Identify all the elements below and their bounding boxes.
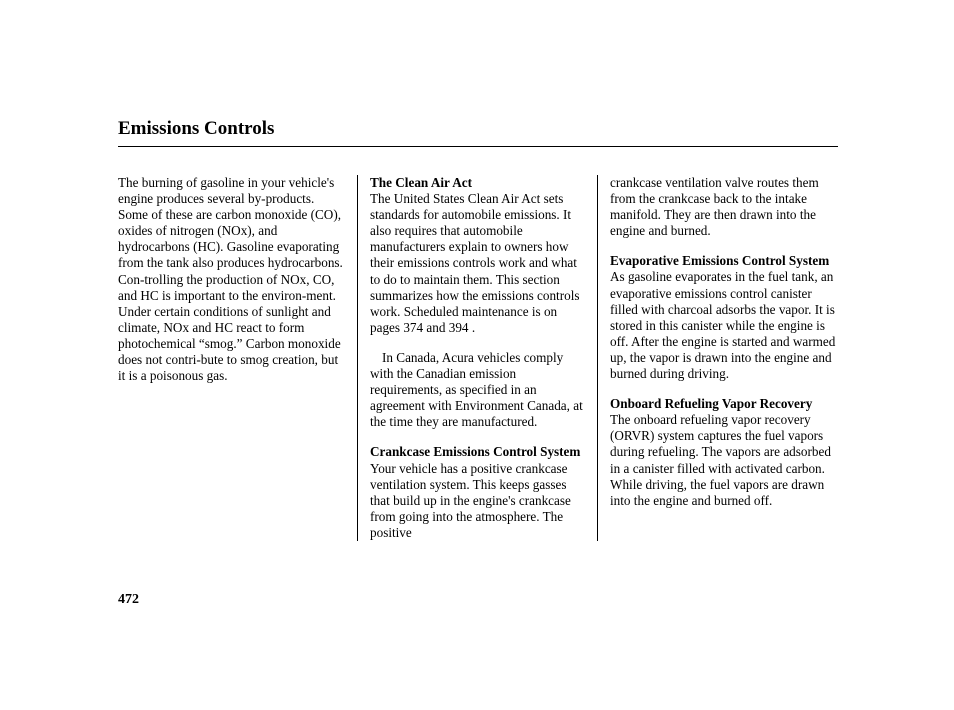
clean-air-body: The United States Clean Air Act sets sta… (370, 191, 580, 335)
clean-air-heading: The Clean Air Act (370, 175, 472, 190)
crankcase-body: Your vehicle has a positive crankcase ve… (370, 461, 571, 540)
evaporative-section: Evaporative Emissions Control System As … (610, 253, 838, 382)
evaporative-heading: Evaporative Emissions Control System (610, 253, 829, 268)
evaporative-body: As gasoline evaporates in the fuel tank,… (610, 269, 835, 381)
column-1: The burning of gasoline in your vehicle'… (118, 175, 358, 541)
page-number: 472 (118, 592, 139, 608)
page-content: Emissions Controls The burning of gasoli… (118, 118, 838, 541)
orvr-body: The onboard refueling vapor recovery (OR… (610, 412, 831, 507)
column-2: The Clean Air Act The United States Clea… (358, 175, 598, 541)
crankcase-heading: Crankcase Emissions Control System (370, 444, 580, 459)
column-3: crankcase ventilation valve routes them … (598, 175, 838, 541)
orvr-heading: Onboard Refueling Vapor Recovery (610, 396, 812, 411)
clean-air-section: The Clean Air Act The United States Clea… (370, 175, 585, 336)
text-columns: The burning of gasoline in your vehicle'… (118, 175, 838, 541)
intro-paragraph: The burning of gasoline in your vehicle'… (118, 175, 345, 384)
crankcase-continuation: crankcase ventilation valve routes them … (610, 175, 838, 239)
crankcase-section: Crankcase Emissions Control System Your … (370, 444, 585, 541)
orvr-section: Onboard Refueling Vapor Recovery The onb… (610, 396, 838, 509)
canada-paragraph: In Canada, Acura vehicles comply with th… (370, 350, 585, 430)
page-title: Emissions Controls (118, 118, 838, 147)
